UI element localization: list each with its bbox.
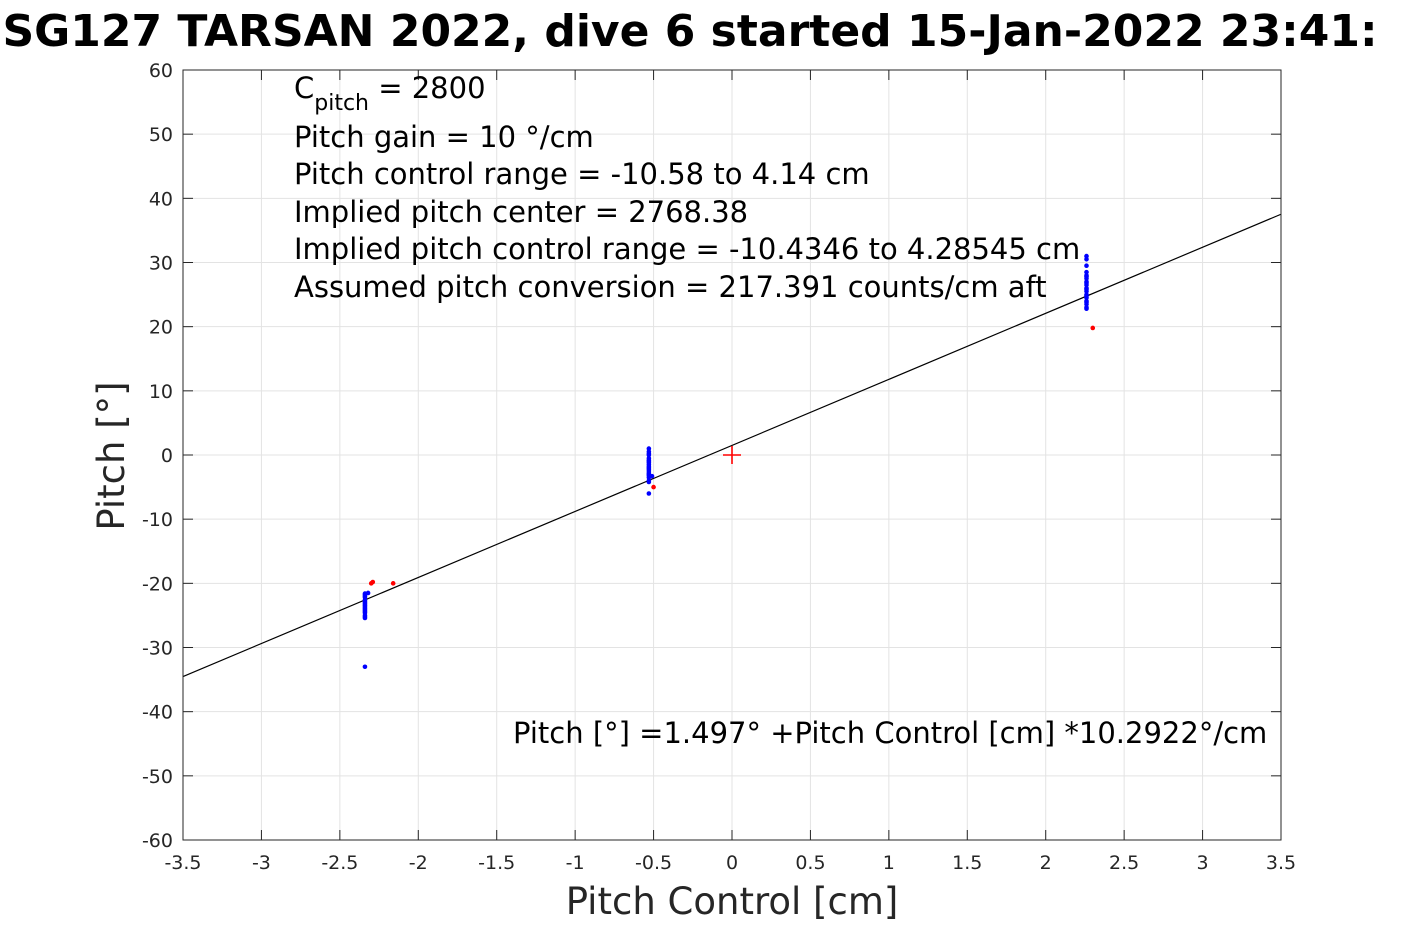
chart-title: SG127 TARSAN 2022, dive 6 started 15-Jan… bbox=[2, 6, 1377, 57]
y-tick-label: -60 bbox=[142, 830, 173, 852]
x-tick-label: -1 bbox=[566, 852, 585, 874]
used-data-point bbox=[646, 446, 652, 451]
x-tick-label: -2.5 bbox=[321, 852, 358, 874]
center-marker-layer bbox=[723, 446, 741, 464]
y-tick-label: -30 bbox=[142, 638, 173, 660]
y-tick-label: -40 bbox=[142, 702, 173, 724]
y-tick-label: 20 bbox=[149, 317, 173, 339]
x-tick-label: 1.5 bbox=[952, 852, 982, 874]
y-tick-label: 60 bbox=[149, 60, 173, 82]
used-data-point bbox=[1084, 263, 1089, 269]
conversion-annotation: Assumed pitch conversion = 217.391 count… bbox=[294, 270, 1047, 304]
y-tick-label: 0 bbox=[161, 445, 173, 467]
implied-range-annotation: Implied pitch control range = -10.4346 t… bbox=[294, 232, 1080, 266]
c-pitch-subscript: pitch bbox=[314, 91, 369, 116]
used-data-point bbox=[646, 466, 652, 472]
used-data-point bbox=[1084, 306, 1089, 312]
x-tick-label: 1 bbox=[883, 852, 895, 874]
used-data-point bbox=[646, 451, 652, 457]
y-tick-label: -20 bbox=[142, 573, 173, 595]
c-pitch-main: C bbox=[294, 71, 314, 105]
c-pitch-value: = 2800 bbox=[369, 71, 486, 105]
x-tick-label: -3.5 bbox=[164, 852, 201, 874]
used-data-point bbox=[1084, 280, 1089, 286]
excluded-data-point bbox=[390, 581, 396, 586]
x-tick-label: -1.5 bbox=[478, 852, 515, 874]
x-tick-label: 3.5 bbox=[1266, 852, 1296, 874]
used-data-point bbox=[362, 606, 368, 612]
used-data-point bbox=[649, 473, 655, 479]
used-data-point bbox=[1084, 299, 1089, 305]
excluded-data-point bbox=[1090, 325, 1096, 331]
x-tick-label: 0.5 bbox=[795, 852, 825, 874]
x-tick-label: 0 bbox=[726, 852, 738, 874]
used-data-point bbox=[362, 601, 368, 607]
used-data-point bbox=[646, 460, 652, 466]
x-axis-label: Pitch Control [cm] bbox=[566, 880, 899, 923]
pitch-gain-annotation: Pitch gain = 10 °/cm bbox=[294, 120, 594, 154]
y-tick-label: 50 bbox=[149, 124, 173, 146]
y-tick-label: -10 bbox=[142, 509, 173, 531]
x-tick-label: 3 bbox=[1197, 852, 1209, 874]
y-tick-label: 10 bbox=[149, 381, 173, 403]
control-range-annotation: Pitch control range = -10.58 to 4.14 cm bbox=[294, 157, 870, 191]
x-axis-ticks: -3.5 -3 -2.5 -2 -1.5 -1 -0.5 0 0.5 1 1.5 2 2.5 3 3.5 bbox=[164, 70, 1296, 874]
used-data-point bbox=[646, 491, 652, 496]
y-axis-label: Pitch [°] bbox=[90, 381, 133, 530]
used-data-point bbox=[646, 479, 652, 485]
excluded-data-point bbox=[651, 484, 656, 490]
parameter-annotations: Cpitch = 2800 Pitch gain = 10 °/cm Pitch… bbox=[294, 71, 1267, 750]
used-data-point bbox=[1084, 287, 1089, 292]
y-axis-ticks: -60 -50 -40 -30 -20 -10 0 10 20 30 40 50 60 bbox=[142, 60, 1281, 852]
implied-center-annotation: Implied pitch center = 2768.38 bbox=[294, 195, 748, 229]
x-tick-label: 2.5 bbox=[1109, 852, 1139, 874]
y-tick-label: 40 bbox=[149, 188, 173, 210]
y-tick-label: -50 bbox=[142, 766, 173, 788]
c-pitch-annotation: Cpitch = 2800 bbox=[294, 71, 486, 116]
x-tick-label: -3 bbox=[252, 852, 271, 874]
used-data-point bbox=[1084, 293, 1089, 299]
used-data-point bbox=[1084, 256, 1089, 262]
used-data-point bbox=[1084, 274, 1089, 279]
x-tick-label: 2 bbox=[1040, 852, 1052, 874]
used-data-point bbox=[362, 664, 368, 670]
data-points-layer bbox=[362, 253, 1096, 670]
fit-equation-annotation: Pitch [°] =1.497° +Pitch Control [cm] *1… bbox=[513, 716, 1267, 750]
used-data-point bbox=[365, 590, 371, 596]
excluded-data-point bbox=[370, 579, 376, 585]
x-tick-label: -0.5 bbox=[635, 852, 672, 874]
used-data-point bbox=[1084, 269, 1089, 275]
used-data-point bbox=[1084, 253, 1089, 259]
y-tick-label: 30 bbox=[149, 253, 173, 275]
used-data-point bbox=[362, 614, 368, 619]
x-tick-label: -2 bbox=[409, 852, 428, 874]
